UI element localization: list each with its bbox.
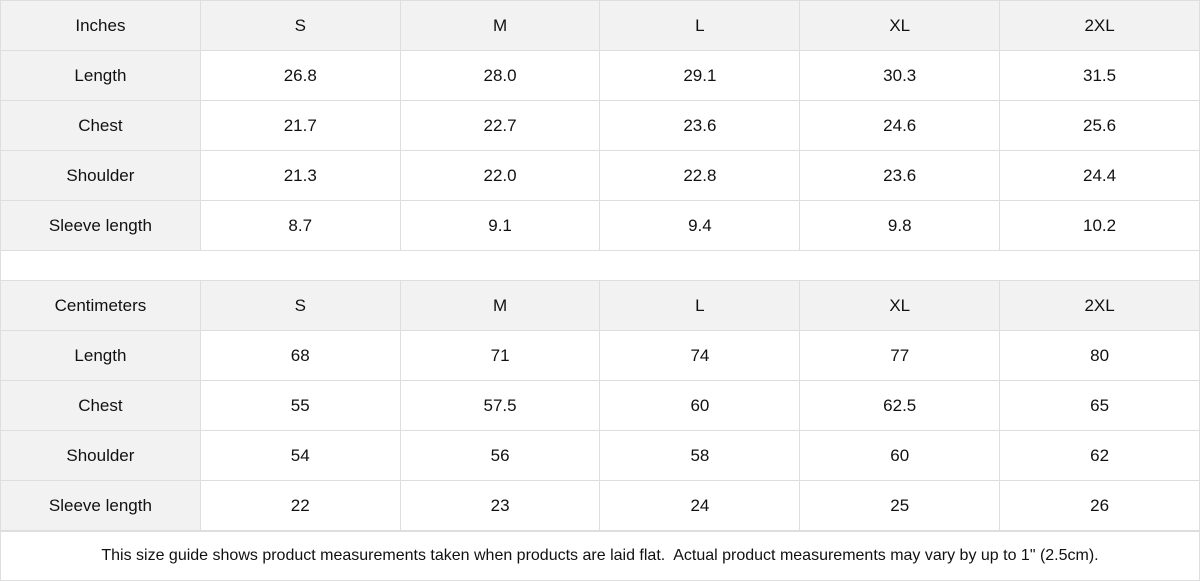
measurement-label: Chest	[0, 100, 201, 151]
size-header: S	[199, 0, 401, 51]
measurement-value: 54	[199, 430, 401, 481]
header-row: Inches S M L XL 2XL	[0, 0, 1200, 51]
unit-header: Inches	[0, 0, 201, 51]
size-header: XL	[799, 0, 1001, 51]
measurement-value: 21.7	[199, 100, 401, 151]
table-row: Sleeve length 8.7 9.1 9.4 9.8 10.2	[0, 200, 1200, 251]
table-row: Shoulder 21.3 22.0 22.8 23.6 24.4	[0, 150, 1200, 201]
measurement-value: 22.0	[399, 150, 601, 201]
measurement-value: 9.4	[599, 200, 801, 251]
size-header: 2XL	[999, 0, 1200, 51]
measurement-value: 80	[999, 330, 1200, 381]
measurement-label: Length	[0, 50, 201, 101]
measurement-value: 24.6	[799, 100, 1001, 151]
measurement-label: Sleeve length	[0, 200, 201, 251]
measurement-value: 24	[599, 480, 801, 531]
measurement-value: 9.8	[799, 200, 1001, 251]
measurement-value: 8.7	[199, 200, 401, 251]
measurement-label: Chest	[0, 380, 201, 431]
measurement-value: 10.2	[999, 200, 1200, 251]
unit-header: Centimeters	[0, 280, 201, 331]
table-row: Shoulder 54 56 58 60 62	[0, 430, 1200, 481]
measurement-value: 60	[799, 430, 1001, 481]
size-header: L	[599, 0, 801, 51]
measurement-value: 22	[199, 480, 401, 531]
table-spacer	[0, 251, 1200, 280]
measurement-value: 30.3	[799, 50, 1001, 101]
header-row: Centimeters S M L XL 2XL	[0, 280, 1200, 331]
table-row: Sleeve length 22 23 24 25 26	[0, 480, 1200, 531]
table-row: Length 68 71 74 77 80	[0, 330, 1200, 381]
table-row: Length 26.8 28.0 29.1 30.3 31.5	[0, 50, 1200, 101]
size-header: M	[399, 0, 601, 51]
measurement-value: 55	[199, 380, 401, 431]
measurement-value: 25	[799, 480, 1001, 531]
measurement-value: 60	[599, 380, 801, 431]
measurement-value: 65	[999, 380, 1200, 431]
size-header: L	[599, 280, 801, 331]
measurement-value: 23.6	[599, 100, 801, 151]
measurement-value: 62.5	[799, 380, 1001, 431]
measurement-label: Sleeve length	[0, 480, 201, 531]
measurement-value: 22.7	[399, 100, 601, 151]
measurement-value: 58	[599, 430, 801, 481]
measurement-value: 57.5	[399, 380, 601, 431]
centimeters-table: Centimeters S M L XL 2XL Length 68 71 74 77 80 Chest…	[0, 280, 1200, 531]
measurement-value: 21.3	[199, 150, 401, 201]
measurement-value: 26	[999, 480, 1200, 531]
measurement-value: 22.8	[599, 150, 801, 201]
size-header: XL	[799, 280, 1001, 331]
table-row: Chest 21.7 22.7 23.6 24.6 25.6	[0, 100, 1200, 151]
size-header: M	[399, 280, 601, 331]
measurement-label: Shoulder	[0, 150, 201, 201]
measurement-label: Shoulder	[0, 430, 201, 481]
measurement-value: 29.1	[599, 50, 801, 101]
measurement-value: 74	[599, 330, 801, 381]
measurement-value: 23.6	[799, 150, 1001, 201]
measurement-value: 26.8	[199, 50, 401, 101]
inches-table: Inches S M L XL 2XL Length 26.8 28.0 29.1 30.3 31.5…	[0, 0, 1200, 251]
measurement-value: 68	[199, 330, 401, 381]
measurement-value: 28.0	[399, 50, 601, 101]
measurement-label: Length	[0, 330, 201, 381]
measurement-value: 9.1	[399, 200, 601, 251]
size-header: 2XL	[999, 280, 1200, 331]
measurement-value: 56	[399, 430, 601, 481]
measurement-value: 62	[999, 430, 1200, 481]
measurement-value: 24.4	[999, 150, 1200, 201]
measurement-value: 77	[799, 330, 1001, 381]
measurement-value: 71	[399, 330, 601, 381]
size-guide-note: This size guide shows product measuremen…	[0, 531, 1200, 581]
size-header: S	[199, 280, 401, 331]
measurement-value: 25.6	[999, 100, 1200, 151]
measurement-value: 31.5	[999, 50, 1200, 101]
measurement-value: 23	[399, 480, 601, 531]
table-row: Chest 55 57.5 60 62.5 65	[0, 380, 1200, 431]
